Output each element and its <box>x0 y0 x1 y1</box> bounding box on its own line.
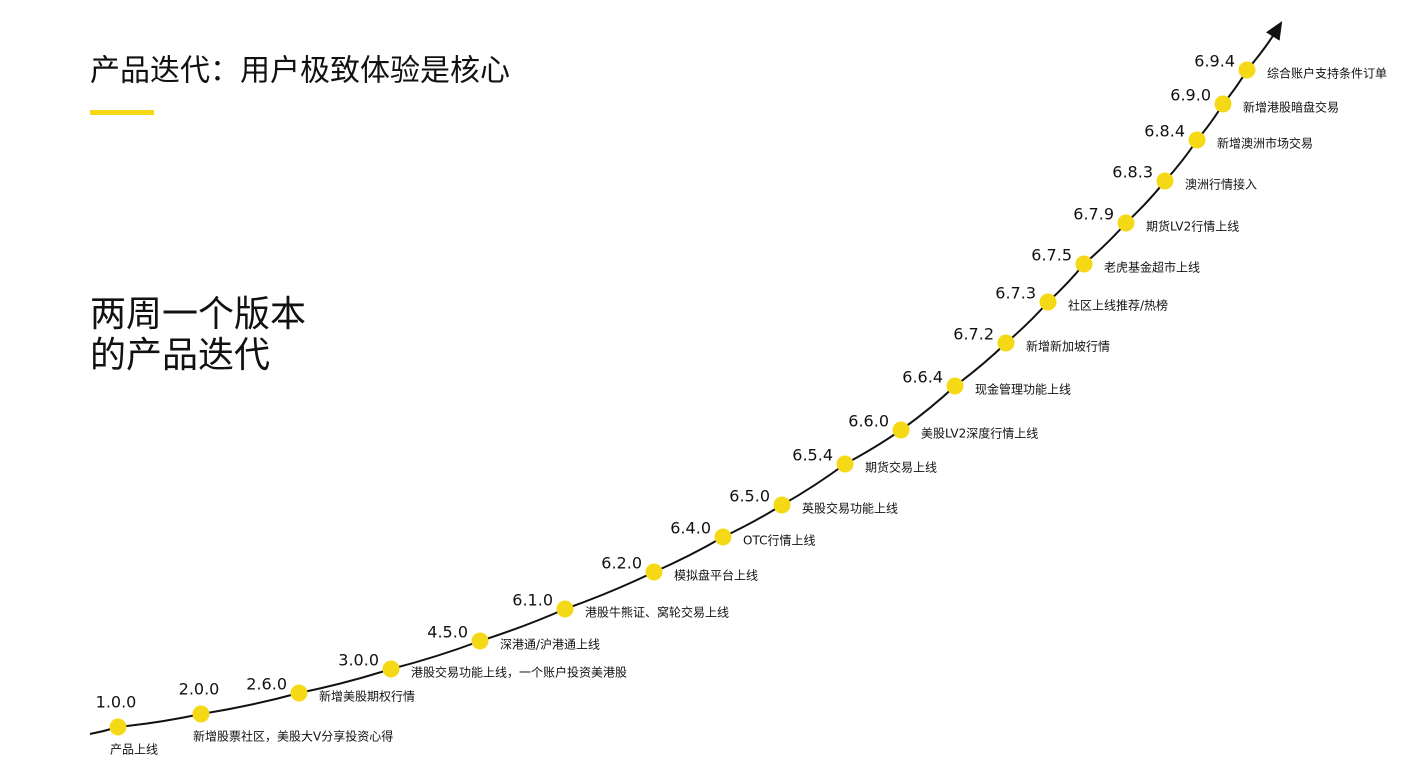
version-label: 6.8.4 <box>1144 122 1185 141</box>
milestone-label: 港股牛熊证、窝轮交易上线 <box>585 605 729 620</box>
milestone-label: 深港通/沪港通上线 <box>500 638 600 652</box>
milestone-dot <box>997 334 1015 352</box>
version-label: 6.7.2 <box>953 325 994 344</box>
milestone-label: 综合账户支持条件订单 <box>1267 66 1387 81</box>
version-label: 6.7.3 <box>995 284 1036 303</box>
milestone-dot <box>946 377 964 395</box>
milestone-dot <box>773 496 791 514</box>
milestone-dot <box>1214 95 1232 113</box>
milestone-dot <box>1117 214 1135 232</box>
version-label: 6.5.4 <box>792 446 833 465</box>
version-label: 6.7.5 <box>1031 246 1072 265</box>
milestone-label: 新增新加坡行情 <box>1026 339 1110 354</box>
version-label: 6.9.4 <box>1194 52 1235 71</box>
milestone-label: 澳洲行情接入 <box>1185 177 1257 192</box>
milestone-dot <box>1238 61 1256 79</box>
milestone-dot <box>1156 172 1174 190</box>
milestone-label: 新增股票社区，美股大V分享投资心得 <box>193 729 393 744</box>
version-label: 6.9.0 <box>1170 86 1211 105</box>
milestone-label: 模拟盘平台上线 <box>674 568 758 583</box>
milestone-dot <box>1188 131 1206 149</box>
milestone-label: 新增港股暗盘交易 <box>1243 100 1339 115</box>
milestone-label: 现金管理功能上线 <box>975 382 1071 397</box>
slide-title: 产品迭代：用户极致体验是核心 <box>90 54 510 89</box>
milestone-dot <box>471 632 489 650</box>
milestone-dot <box>1039 293 1057 311</box>
milestone-label: 美股LV2深度行情上线 <box>921 426 1038 441</box>
milestone-label: 产品上线 <box>110 743 158 757</box>
version-label: 6.7.9 <box>1073 205 1114 224</box>
version-label: 6.4.0 <box>670 519 711 538</box>
version-label: 6.5.0 <box>729 487 770 506</box>
milestone-dot <box>109 718 127 736</box>
version-label: 3.0.0 <box>338 651 379 670</box>
version-label: 6.2.0 <box>601 554 642 573</box>
subtitle-line: 的产品迭代 <box>90 335 270 376</box>
milestone-dot <box>192 705 210 723</box>
milestone-label: 英股交易功能上线 <box>802 501 898 516</box>
title-underline <box>90 110 154 115</box>
version-label: 6.8.3 <box>1112 163 1153 182</box>
milestone-label: 期货LV2行情上线 <box>1146 219 1239 234</box>
milestone-dot <box>290 684 308 702</box>
version-label: 6.6.0 <box>848 412 889 431</box>
milestone-label: 老虎基金超市上线 <box>1104 260 1200 275</box>
version-label: 6.6.4 <box>902 368 943 387</box>
milestone-label: 新增美股期权行情 <box>319 689 415 704</box>
version-label: 4.5.0 <box>427 623 468 642</box>
version-label: 2.0.0 <box>179 680 220 699</box>
version-label: 1.0.0 <box>96 693 137 712</box>
milestone-dot <box>836 455 854 473</box>
version-label: 2.6.0 <box>246 675 287 694</box>
milestone-label: 新增澳洲市场交易 <box>1217 136 1313 151</box>
milestone-dot <box>645 563 663 581</box>
milestone-label: 社区上线推荐/热榜 <box>1068 298 1168 313</box>
subtitle-line: 两周一个版本 <box>90 294 306 335</box>
version-label: 6.1.0 <box>512 591 553 610</box>
milestone-dot <box>714 528 732 546</box>
milestone-dot <box>382 660 400 678</box>
milestone-label: 期货交易上线 <box>865 460 937 475</box>
milestone-dot <box>1075 255 1093 273</box>
milestone-label: OTC行情上线 <box>743 534 815 548</box>
milestone-label: 港股交易功能上线，一个账户投资美港股 <box>411 665 627 680</box>
milestone-dot <box>556 600 574 618</box>
milestone-dot <box>892 421 910 439</box>
